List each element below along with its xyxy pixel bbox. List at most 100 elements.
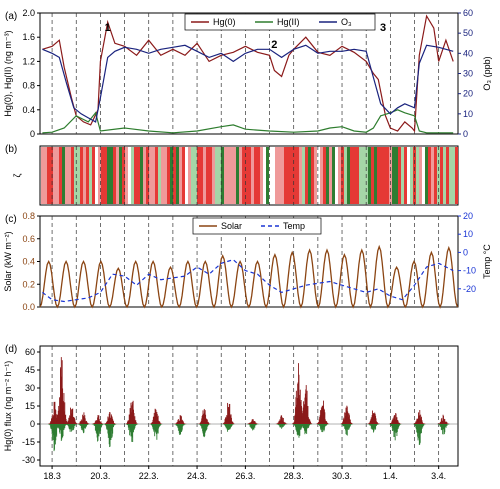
zeta-stripe: [53, 147, 56, 204]
x-tick-label: 28.3.: [284, 471, 304, 481]
zeta-stripe: [416, 147, 419, 204]
x-tick-label: 24.3.: [187, 471, 207, 481]
zeta-stripe: [260, 147, 263, 204]
zeta-stripe: [452, 147, 455, 204]
zeta-stripe: [275, 147, 278, 204]
zeta-stripe: [200, 147, 203, 204]
y2-tick-label: 60: [463, 8, 473, 18]
zeta-stripe: [329, 147, 332, 204]
zeta-stripe: [233, 147, 236, 204]
zeta-stripe: [128, 147, 131, 204]
zeta-stripe: [383, 147, 386, 204]
panel-label: (b): [5, 144, 17, 155]
zeta-stripe: [185, 147, 188, 204]
zeta-stripe: [155, 147, 158, 204]
zeta-stripe: [386, 147, 389, 204]
zeta-stripe: [245, 147, 248, 204]
x-tick-label: 18.3: [43, 471, 61, 481]
y-axis-label: Hg(0), Hg(II) (ng m⁻³): [3, 30, 13, 116]
y2-tick-label: 20: [463, 211, 473, 221]
legend-box: [192, 217, 322, 235]
zeta-stripe: [68, 147, 71, 204]
zeta-stripe: [113, 147, 116, 204]
zeta-stripe: [443, 147, 446, 204]
zeta-stripe: [410, 147, 413, 204]
y-tick-label: -30: [22, 455, 35, 465]
zeta-stripe: [401, 147, 404, 204]
zeta-stripe: [164, 147, 167, 204]
zeta-stripe: [173, 147, 176, 204]
y-tick-label: 0.8: [22, 81, 35, 91]
zeta-stripe: [266, 147, 269, 204]
zeta-stripe: [296, 147, 299, 204]
zeta-stripe: [281, 147, 284, 204]
event-annotation: 3: [380, 22, 386, 34]
zeta-stripe: [380, 147, 383, 204]
y2-tick-label: 10: [463, 109, 473, 119]
y-tick-label: -15: [22, 437, 35, 447]
y2-tick-label: -20: [463, 284, 476, 294]
zeta-stripe: [194, 147, 197, 204]
zeta-stripe: [308, 147, 311, 204]
zeta-stripe: [287, 147, 290, 204]
zeta-stripe: [272, 147, 275, 204]
zeta-stripe: [434, 147, 437, 204]
series-line-Temp: [42, 259, 454, 303]
panel-frame: [39, 345, 459, 467]
zeta-stripe: [257, 147, 260, 204]
zeta-stripe: [80, 147, 83, 204]
legend-label: Hg(II): [277, 17, 300, 27]
zeta-stripe: [344, 147, 347, 204]
y-tick-label: 0.2: [22, 279, 35, 289]
zeta-stripe: [398, 147, 401, 204]
y-tick-label: 0: [30, 419, 35, 429]
zeta-stripe: [50, 147, 53, 204]
zeta-stripe: [317, 147, 320, 204]
zeta-stripe: [41, 147, 44, 204]
zeta-stripe: [212, 147, 215, 204]
zeta-stripe: [203, 147, 206, 204]
y-tick-label: 2.0: [22, 8, 35, 18]
zeta-stripe: [404, 147, 407, 204]
y-axis-label: Solar (kW m⁻²): [3, 231, 13, 291]
zeta-stripe: [263, 147, 266, 204]
zeta-stripe: [455, 147, 458, 204]
zeta-stripe: [311, 147, 314, 204]
zeta-stripe: [320, 147, 323, 204]
y2-tick-label: 10: [463, 229, 473, 239]
zeta-stripe: [425, 147, 428, 204]
zeta-stripe: [140, 147, 143, 204]
zeta-stripe: [446, 147, 449, 204]
zeta-stripe: [239, 147, 242, 204]
zeta-stripe: [347, 147, 350, 204]
y-tick-label: 0.8: [22, 211, 35, 221]
zeta-stripe: [62, 147, 65, 204]
zeta-stripe: [134, 147, 137, 204]
y2-tick-label: 40: [463, 48, 473, 58]
zeta-stripe: [143, 147, 146, 204]
panel-frame: [39, 12, 459, 135]
y-tick-label: 1.6: [22, 32, 35, 42]
event-annotation: 1: [105, 22, 111, 34]
legend-label: O₃: [341, 17, 352, 27]
zeta-stripe: [377, 147, 380, 204]
x-tick-label: 1.4.: [383, 471, 398, 481]
zeta-stripe: [407, 147, 410, 204]
zeta-stripe: [47, 147, 50, 204]
zeta-stripe: [341, 147, 344, 204]
zeta-stripe: [302, 147, 305, 204]
y-tick-label: 0.6: [22, 234, 35, 244]
zeta-stripe: [191, 147, 194, 204]
zeta-stripe: [188, 147, 191, 204]
x-tick-label: 3.4.: [431, 471, 446, 481]
zeta-stripe: [395, 147, 398, 204]
zeta-stripe: [149, 147, 152, 204]
zeta-stripe: [290, 147, 293, 204]
zeta-stripe: [440, 147, 443, 204]
y-axis-label: O₃ (ppb): [482, 56, 492, 90]
zeta-stripe: [107, 147, 110, 204]
y-tick-label: 0.0: [22, 302, 35, 312]
zeta-stripe: [209, 147, 212, 204]
zeta-stripe: [44, 147, 47, 204]
